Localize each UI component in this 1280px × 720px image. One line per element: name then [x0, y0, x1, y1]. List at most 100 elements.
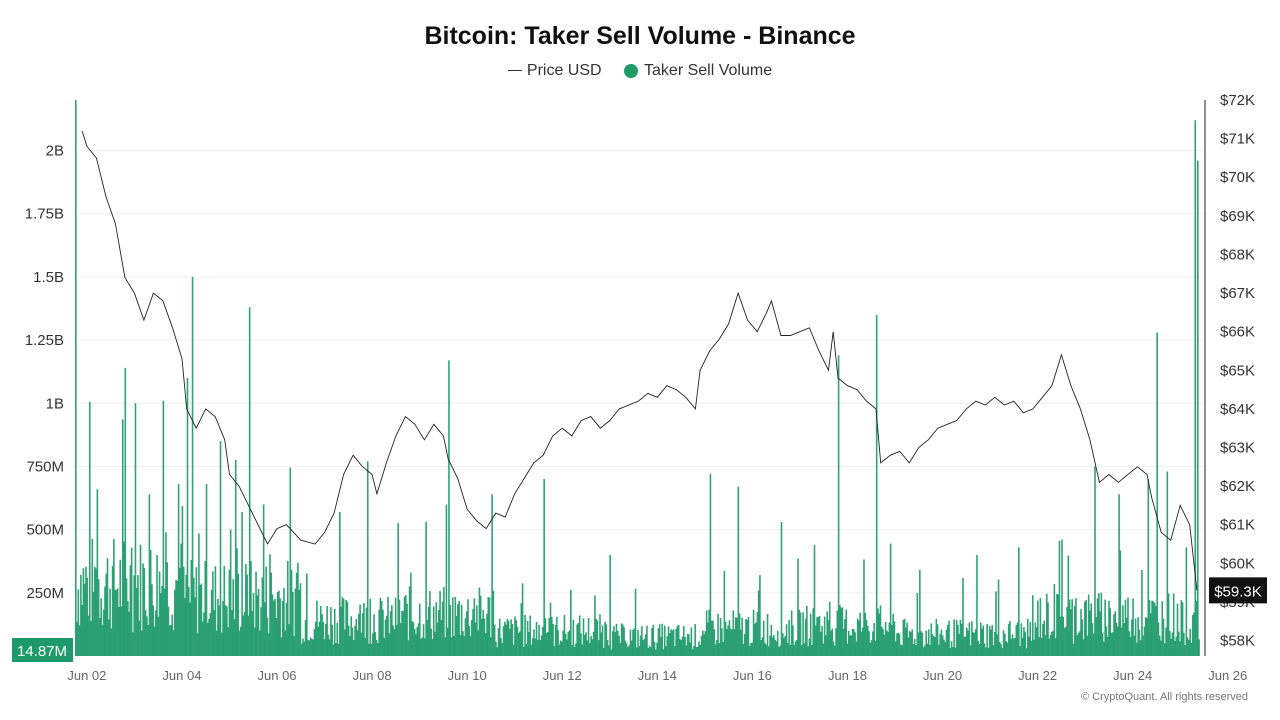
volume-bar: [220, 632, 223, 656]
volume-bar: [779, 645, 782, 656]
volume-bar: [78, 625, 81, 656]
volume-bar: [1006, 642, 1009, 656]
volume-bar: [1040, 637, 1043, 656]
volume-bar: [738, 613, 741, 656]
volume-bar: [401, 610, 403, 656]
volume-bar: [134, 403, 137, 656]
volume-bar: [723, 570, 726, 656]
volume-bar: [530, 644, 533, 656]
x-tick-label: Jun 14: [638, 668, 677, 683]
volume-bar: [1171, 632, 1174, 656]
x-tick-label: Jun 04: [162, 668, 201, 683]
volume-bar: [755, 622, 757, 656]
volume-bar: [377, 643, 379, 656]
volume-bar: [661, 623, 663, 656]
volume-bar: [623, 627, 625, 656]
volume-bar: [945, 629, 948, 656]
volume-bar: [986, 623, 988, 656]
volume-bar: [827, 620, 830, 656]
volume-bar: [991, 625, 993, 656]
volume-bar: [822, 643, 825, 656]
volume-bar: [606, 640, 609, 656]
volume-bar: [341, 596, 344, 656]
volume-bar: [375, 639, 378, 656]
volume-bar: [113, 538, 115, 656]
volume-bar: [789, 644, 792, 656]
x-tick-label: Jun 26: [1208, 668, 1247, 683]
volume-bar: [384, 619, 387, 656]
volume-bar: [187, 586, 190, 656]
volume-bar: [1170, 638, 1172, 656]
volume-bar: [1001, 647, 1004, 656]
volume-bar: [1092, 633, 1095, 656]
volume-bar: [952, 647, 954, 656]
volume-bar: [609, 554, 611, 656]
volume-bar: [638, 645, 641, 656]
volume-bar: [317, 626, 320, 656]
volume-bar: [983, 643, 986, 656]
volume-bar: [934, 637, 936, 656]
volume-bar: [694, 624, 696, 656]
legend-item-volume[interactable]: Taker Sell Volume: [624, 62, 772, 80]
volume-bar: [702, 630, 704, 656]
volume-bar: [223, 565, 226, 656]
volume-bar: [359, 604, 361, 656]
volume-bar: [1045, 593, 1048, 656]
volume-bar: [1152, 601, 1155, 656]
volume-bar: [1039, 598, 1042, 656]
volume-bar: [988, 626, 991, 656]
volume-bar: [259, 630, 261, 656]
volume-bar: [195, 567, 198, 656]
volume-bar: [411, 621, 413, 656]
volume-bar: [319, 605, 322, 656]
volume-bar: [916, 593, 919, 656]
volume-bar: [769, 635, 771, 656]
volume-bar: [705, 610, 708, 656]
volume-bar: [996, 634, 999, 656]
left-tick-label: 1.75B: [25, 206, 64, 223]
volume-bar: [144, 610, 147, 656]
volume-bar: [799, 612, 802, 656]
volume-bar: [1000, 644, 1002, 656]
volume-bar: [1132, 598, 1134, 656]
volume-bar: [236, 548, 238, 656]
volume-bar: [455, 615, 458, 656]
volume-bar: [992, 645, 995, 656]
volume-bar: [765, 644, 768, 656]
volume-bar: [453, 635, 455, 656]
volume-bar: [118, 606, 120, 656]
volume-bar: [313, 629, 316, 656]
volume-bar: [979, 622, 982, 656]
volume-bar: [1156, 332, 1158, 656]
volume-bar: [135, 588, 138, 656]
volume-bar: [715, 640, 718, 656]
volume-bar: [870, 639, 873, 656]
volume-bar: [1035, 627, 1038, 656]
volume-bar: [421, 637, 424, 656]
volume-bar: [1115, 622, 1118, 656]
volume-bar: [524, 614, 526, 656]
volume-bar: [845, 609, 848, 656]
volume-bar: [946, 625, 949, 656]
volume-bar: [1150, 613, 1152, 656]
volume-bar: [413, 628, 416, 656]
volume-bar: [1142, 635, 1145, 656]
volume-bar: [774, 639, 776, 656]
chart-title: Bitcoin: Taker Sell Volume - Binance: [424, 22, 856, 50]
volume-bar: [471, 620, 473, 656]
volume-bar: [351, 627, 354, 656]
volume-bar: [1137, 617, 1139, 656]
volume-bar: [1015, 624, 1018, 656]
volume-bar: [152, 605, 155, 656]
volume-bar: [552, 623, 554, 656]
volume-bar: [1127, 597, 1129, 656]
volume-bar: [803, 643, 806, 656]
volume-bar: [427, 606, 430, 656]
volume-bar: [1030, 640, 1033, 656]
volume-bar: [271, 594, 274, 656]
volume-bar: [882, 628, 884, 656]
volume-bar: [130, 547, 133, 656]
legend-item-price[interactable]: Price USD: [507, 62, 602, 80]
volume-bar: [854, 632, 856, 656]
